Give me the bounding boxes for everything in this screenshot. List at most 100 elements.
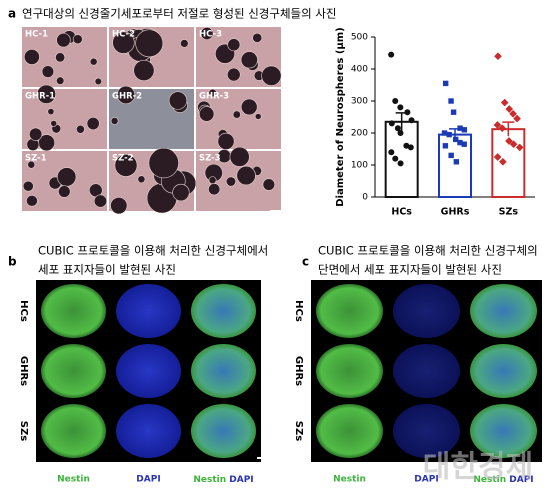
- neurosphere: [217, 132, 235, 150]
- neurosphere-stain: [41, 284, 106, 338]
- neurosphere-stain: [316, 404, 383, 458]
- data-point: [388, 120, 395, 127]
- data-point: [442, 143, 449, 149]
- neurosphere: [208, 183, 221, 196]
- row-label: GHRs: [293, 356, 304, 386]
- data-point: [494, 52, 502, 61]
- y-axis-label: Diameter of Neurospheres (μm): [335, 27, 346, 207]
- neurosphere: [135, 29, 164, 58]
- neurosphere: [29, 127, 43, 141]
- neurosphere-stain: [191, 284, 256, 338]
- error-bar: [502, 121, 515, 137]
- data-point: [457, 125, 463, 131]
- x-tick-label: HCs: [391, 207, 412, 218]
- y-tick-label: 400: [351, 65, 368, 75]
- panel-label: c: [302, 255, 309, 269]
- neurosphere-stain: [116, 344, 181, 398]
- neurosphere: [55, 52, 66, 63]
- neurosphere-stain: [316, 344, 383, 398]
- image-label: GHR-1: [25, 92, 55, 102]
- data-point: [446, 131, 452, 138]
- data-point: [397, 130, 404, 136]
- neurosphere-stain: [393, 344, 460, 398]
- y-tick-label: 500: [351, 33, 368, 43]
- neurosphere: [36, 84, 56, 104]
- neurosphere: [252, 32, 263, 43]
- neurosphere: [180, 39, 189, 48]
- neurosphere: [76, 124, 85, 134]
- data-point: [453, 159, 460, 165]
- neurosphere-stain: [191, 404, 256, 458]
- neurosphere: [133, 59, 155, 81]
- image-label: SZ-2: [112, 154, 134, 164]
- neurosphere: [23, 49, 40, 65]
- data-point: [513, 114, 521, 123]
- neurosphere-stain: [191, 344, 256, 398]
- data-point: [392, 98, 399, 104]
- neurosphere: [114, 153, 138, 177]
- neurosphere: [110, 196, 128, 215]
- neurosphere: [229, 146, 250, 167]
- data-point: [442, 80, 449, 87]
- label-part: Nestin: [473, 475, 506, 485]
- neurosphere: [240, 51, 258, 69]
- data-point: [461, 127, 468, 133]
- x-tick-label: GHRs: [441, 207, 470, 218]
- row-label: GHRs: [18, 356, 29, 386]
- neurosphere: [225, 176, 237, 187]
- data-point: [397, 160, 404, 167]
- neurosphere: [261, 65, 282, 86]
- panel-title: CUBIC 프로토콜을 이용해 처리한 신경구체의: [318, 244, 538, 258]
- column-label: Nestin DAPI: [193, 475, 253, 485]
- neurosphere: [172, 183, 190, 202]
- image-label: SZ-1: [25, 154, 47, 164]
- neurosphere-stain: [470, 284, 537, 338]
- data-point: [388, 51, 395, 58]
- neurosphere: [72, 34, 83, 45]
- data-point: [388, 149, 395, 156]
- y-tick-label: 0: [362, 193, 368, 203]
- data-point: [404, 109, 411, 116]
- label-part: DAPI: [229, 475, 253, 485]
- row-label: SZs: [18, 421, 29, 441]
- neurosphere: [94, 77, 102, 86]
- y-tick-label: 200: [351, 129, 368, 139]
- neurosphere: [262, 178, 276, 191]
- neurosphere-stain: [393, 404, 460, 458]
- neurosphere-stain: [41, 404, 106, 458]
- data-point: [407, 144, 414, 151]
- data-point: [392, 155, 399, 162]
- neurosphere: [208, 176, 217, 185]
- neurosphere: [56, 76, 65, 85]
- neurosphere: [57, 167, 77, 187]
- data-point: [448, 152, 454, 159]
- column-label: DAPI: [414, 475, 438, 485]
- data-point: [441, 130, 448, 136]
- neurosphere-stain: [116, 284, 181, 338]
- panel-title: 단면에서 세포 표지자들이 발현된 사진: [318, 263, 502, 277]
- neurosphere-stain: [41, 344, 106, 398]
- neurosphere: [89, 57, 98, 66]
- neurosphere: [50, 120, 58, 127]
- panel-title: 연구대상의 신경줄기세포로부터 저절로 형성된 신경구체들의 사진: [22, 7, 337, 21]
- data-point: [461, 141, 467, 147]
- neurosphere: [93, 194, 107, 208]
- y-tick-label: 300: [351, 97, 368, 107]
- image-label: GHR-3: [199, 92, 229, 102]
- data-point: [452, 136, 459, 143]
- column-label: DAPI: [136, 475, 160, 485]
- data-point: [457, 139, 463, 146]
- neurosphere-stain: [116, 404, 181, 458]
- data-point: [394, 125, 401, 132]
- image-label: HC-2: [112, 30, 135, 40]
- neurosphere: [112, 31, 135, 54]
- neurosphere-stain: [316, 284, 383, 338]
- neurosphere: [26, 194, 38, 207]
- neurosphere: [208, 88, 217, 98]
- neurosphere: [86, 117, 100, 131]
- neurosphere: [232, 110, 241, 119]
- data-point: [408, 117, 415, 124]
- data-point: [397, 104, 404, 111]
- neurosphere-stain: [393, 284, 460, 338]
